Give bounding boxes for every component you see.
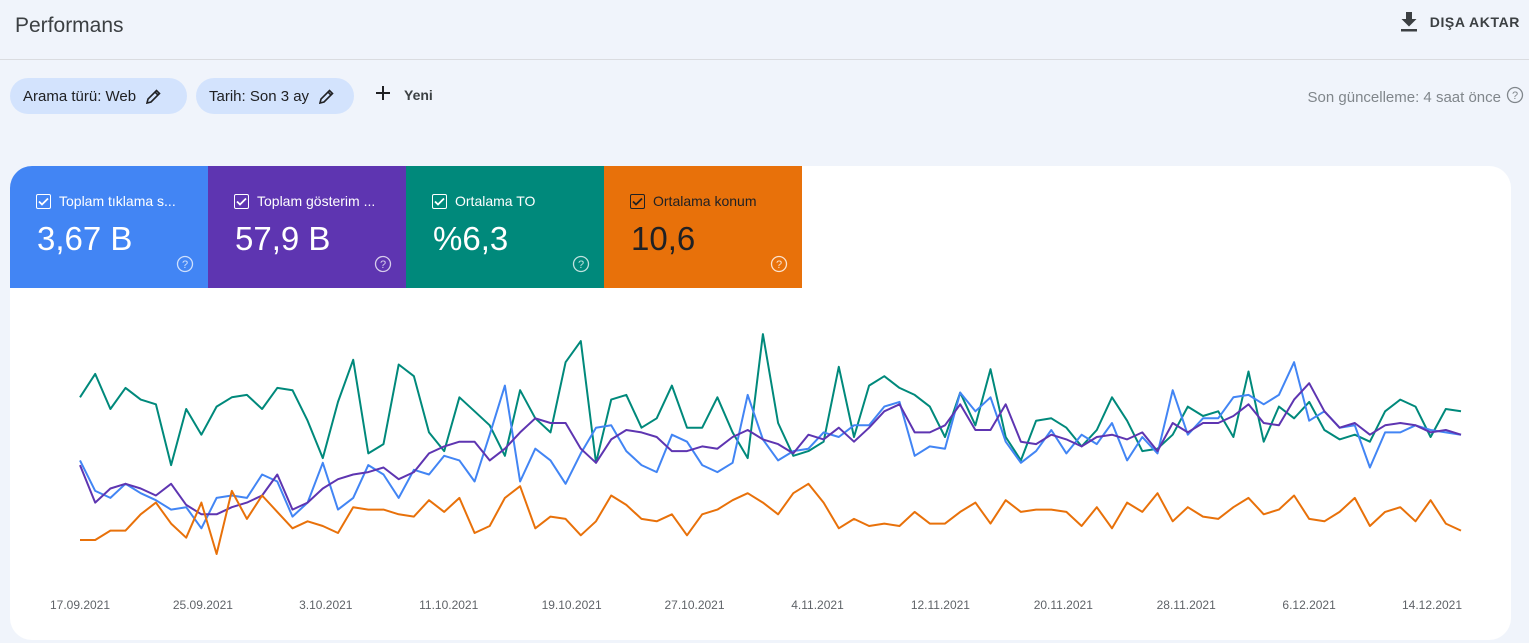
metric-tile-total-clicks[interactable]: Toplam tıklama s... 3,67 B ? — [10, 166, 208, 288]
metric-value: 57,9 B — [235, 220, 331, 257]
x-tick-label: 14.12.2021 — [1402, 598, 1462, 612]
search-type-filter-chip[interactable]: Arama türü: Web — [10, 78, 187, 114]
top-bar: Performans DIŞA AKTAR — [0, 0, 1529, 60]
metric-tile-total-impressions[interactable]: Toplam gösterim ... 57,9 B ? — [208, 166, 406, 288]
metric-tile-header: Ortalama konum — [630, 193, 756, 209]
help-icon[interactable]: ? — [374, 255, 392, 278]
pencil-icon[interactable] — [146, 88, 161, 104]
svg-text:?: ? — [182, 259, 188, 271]
last-update-status: Son güncelleme: 4 saat önce ? — [1308, 86, 1524, 108]
checkbox-checked-icon[interactable] — [432, 193, 447, 209]
help-icon[interactable]: ? — [770, 255, 788, 278]
search-type-filter-label: Arama türü: Web — [23, 87, 137, 105]
series-line-2 — [79, 361, 1462, 530]
performance-chart: 17.09.2021 25.09.2021 3.10.2021 11.10.2021 1… — [50, 333, 1462, 612]
download-icon — [1400, 12, 1418, 32]
metric-tile-header: Toplam gösterim ... — [234, 193, 375, 209]
export-label: DIŞA AKTAR — [1429, 14, 1520, 30]
metric-tile-header: Ortalama TO — [432, 193, 535, 209]
metric-label: Ortalama konum — [653, 193, 757, 209]
metric-tile-header: Toplam tıklama s... — [36, 193, 176, 209]
metric-tile-average-ctr[interactable]: Ortalama TO %6,3 ? — [406, 166, 604, 288]
series-line-4 — [80, 482, 1462, 555]
metric-value: %6,3 — [433, 220, 509, 257]
svg-text:?: ? — [380, 259, 386, 271]
x-tick-label: 28.11.2021 — [1157, 598, 1216, 612]
svg-text:?: ? — [1512, 90, 1518, 102]
x-tick-label: 6.12.2021 — [1282, 598, 1336, 612]
metric-label: Ortalama TO — [455, 193, 536, 209]
export-button[interactable]: DIŞA AKTAR — [1400, 12, 1520, 32]
x-tick-label: 17.09.2021 — [50, 598, 110, 612]
series-line-3 — [79, 382, 1462, 516]
metric-label: Toplam gösterim ... — [257, 193, 376, 209]
plus-icon — [374, 84, 392, 105]
x-tick-label: 25.09.2021 — [173, 598, 233, 612]
svg-text:?: ? — [776, 259, 782, 271]
checkbox-checked-icon[interactable] — [36, 193, 51, 209]
x-tick-label: 4.11.2021 — [791, 598, 844, 612]
help-icon[interactable]: ? — [572, 255, 590, 278]
checkbox-checked-icon[interactable] — [234, 193, 249, 209]
x-tick-label: 12.11.2021 — [911, 598, 970, 612]
page-title: Performans — [15, 14, 124, 37]
help-icon[interactable]: ? — [176, 255, 194, 278]
series-line-1 — [79, 333, 1462, 467]
checkbox-checked-icon[interactable] — [630, 193, 645, 209]
x-tick-label: 19.10.2021 — [542, 598, 602, 612]
metric-value: 10,6 — [631, 220, 696, 257]
new-filter-label: Yeni — [404, 86, 433, 103]
date-filter-chip[interactable]: Tarih: Son 3 ay — [196, 78, 354, 114]
last-update-text: Son güncelleme: 4 saat önce — [1307, 88, 1501, 106]
date-filter-label: Tarih: Son 3 ay — [209, 87, 310, 105]
help-icon[interactable]: ? — [1506, 86, 1524, 108]
x-tick-label: 20.11.2021 — [1034, 598, 1093, 612]
pencil-icon[interactable] — [319, 88, 334, 104]
x-tick-label: 11.10.2021 — [419, 598, 478, 612]
metric-value: 3,67 B — [37, 220, 133, 257]
metric-tile-average-position[interactable]: Ortalama konum 10,6 ? — [604, 166, 802, 288]
x-tick-label: 27.10.2021 — [664, 598, 724, 612]
performance-card: 17.09.2021 25.09.2021 3.10.2021 11.10.2021 1… — [10, 166, 1511, 640]
x-tick-label: 3.10.2021 — [299, 598, 353, 612]
svg-text:?: ? — [578, 259, 584, 271]
new-filter-button[interactable]: Yeni — [374, 84, 433, 105]
metric-label: Toplam tıklama s... — [59, 193, 176, 209]
